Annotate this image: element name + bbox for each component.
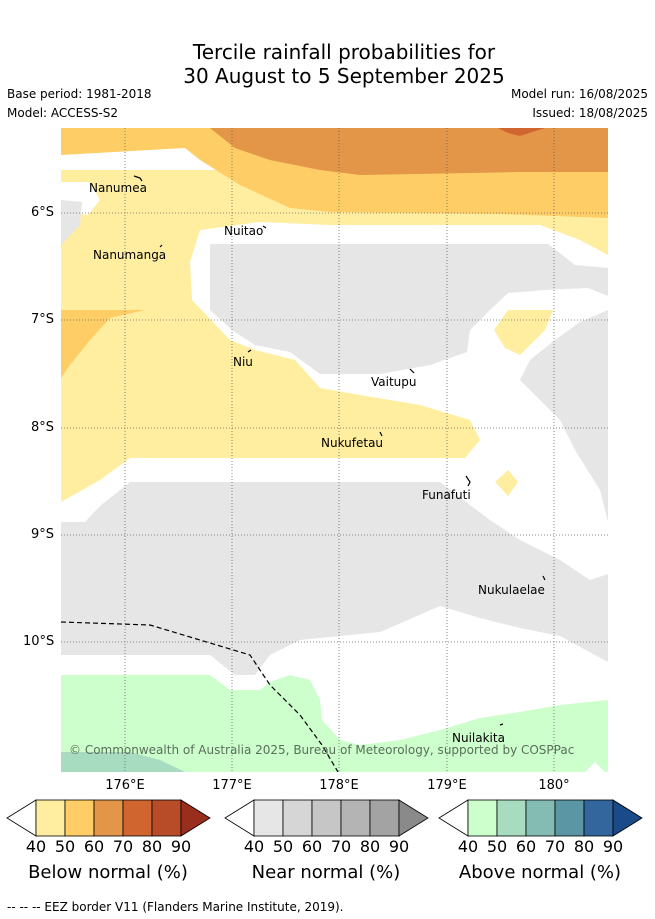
near-40-region-west (61, 200, 82, 245)
cb-near-tick: 60 (301, 837, 323, 856)
model-run: Model run: 16/08/2025 (510, 87, 648, 101)
place-label-niu: Niu (233, 355, 253, 369)
place-label-nukufetau: Nukufetau (321, 436, 384, 450)
grid-lines (61, 128, 608, 772)
cb-near-title: Near normal (%) (251, 862, 401, 883)
lon-label-177e: 177°E (212, 778, 252, 793)
place-label-nanumea: Nanumea (89, 181, 147, 195)
cb-near-tick: 80 (359, 837, 381, 856)
near-40-region-north (210, 244, 608, 374)
above-40-region (61, 675, 608, 772)
cb-near-tick: 70 (330, 837, 352, 856)
cb-below-title: Below normal (%) (28, 862, 188, 883)
cb-above-tick: 40 (457, 837, 479, 856)
cb-above-tick: 60 (515, 837, 537, 856)
place-label-funafuti: Funafuti (422, 488, 471, 502)
title-line-1: Tercile rainfall probabilities for (192, 40, 496, 64)
lat-label-7s: 7°S (31, 312, 55, 327)
cb-below-tick: 90 (170, 837, 192, 856)
probability-field (61, 128, 608, 772)
island-marks (133, 175, 546, 726)
model-name: Model: ACCESS-S2 (7, 106, 119, 120)
cb-near-tick: 40 (243, 837, 265, 856)
lat-label-10s: 10°S (23, 634, 55, 649)
below-70-region (498, 128, 545, 136)
near-40-region-east (520, 310, 608, 522)
title-line-2: 30 August to 5 September 2025 (183, 64, 505, 88)
cb-below-tick: 40 (25, 837, 47, 856)
cb-below-tick: 50 (54, 837, 76, 856)
eez-border (61, 621, 339, 772)
issued-date: Issued: 18/08/2025 (532, 106, 648, 120)
lon-label-178e: 178°E (319, 778, 359, 793)
below-60-region (210, 128, 608, 175)
lon-label-176e: 176°E (105, 778, 145, 793)
place-label-nukulaelae: Nukulaelae (478, 583, 545, 597)
cb-below-tick: 60 (83, 837, 105, 856)
lon-label-179e: 179°E (427, 778, 467, 793)
cb-below-tick: 80 (141, 837, 163, 856)
below-40-region (61, 170, 608, 502)
cb-near-tick: 50 (272, 837, 294, 856)
place-label-nuitao: Nuitao (224, 224, 264, 238)
place-label-nanumanga: Nanumanga (93, 248, 167, 262)
cb-below-tick: 70 (112, 837, 134, 856)
copyright-text: © Commonwealth of Australia 2025, Bureau… (69, 743, 575, 757)
cb-above-tick: 50 (486, 837, 508, 856)
eez-note: -- -- -- EEZ border V11 (Flanders Marine… (7, 900, 344, 914)
cb-above-tick: 90 (602, 837, 624, 856)
place-label-vaitupu: Vaitupu (371, 375, 417, 389)
cb-above-title: Above normal (%) (458, 862, 622, 883)
near-40-region-south (61, 482, 608, 675)
place-label-nuilakita: Nuilakita (452, 731, 505, 745)
lat-label-9s: 9°S (31, 527, 55, 542)
cb-above-tick: 70 (544, 837, 566, 856)
base-period: Base period: 1981-2018 (7, 87, 152, 101)
cb-above-tick: 80 (573, 837, 595, 856)
cb-near-tick: 90 (388, 837, 410, 856)
above-50-region (61, 752, 185, 772)
lat-label-8s: 8°S (31, 420, 55, 435)
lat-label-6s: 6°S (31, 205, 55, 220)
lon-label-180: 180° (538, 778, 570, 793)
